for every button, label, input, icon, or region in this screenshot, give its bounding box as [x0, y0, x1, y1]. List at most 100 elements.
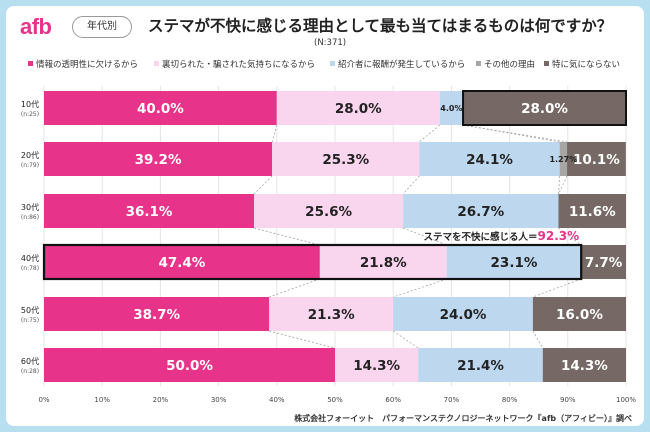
connector-line — [402, 175, 420, 195]
data-label: 1.27% — [549, 155, 577, 164]
bar-segment — [463, 91, 626, 125]
data-label: 39.2% — [135, 152, 182, 168]
data-label: 24.1% — [466, 152, 513, 168]
annotation-text: ステマを不快に感じる人＝ — [424, 231, 538, 243]
bar-segment — [559, 142, 568, 176]
category-sample: (n:28) — [21, 368, 39, 375]
annotation-label: ステマを不快に感じる人＝92.3% — [424, 229, 580, 243]
bar-segment — [44, 194, 255, 228]
legend-label: 情報の透明性に欠けるから — [36, 60, 139, 70]
bar-segment — [44, 297, 270, 331]
data-label: 47.4% — [159, 255, 206, 271]
data-label: 14.3% — [561, 358, 608, 374]
legend-swatch — [544, 61, 549, 66]
legend-item: その他の理由 — [476, 58, 535, 70]
connector-line — [393, 330, 419, 349]
legend-swatch — [28, 61, 33, 66]
category-label: 10代 — [21, 99, 39, 109]
bar-segment — [319, 245, 447, 279]
bar-segment — [542, 348, 626, 382]
legend-label: その他の理由 — [484, 60, 536, 70]
connector-line — [419, 124, 440, 143]
data-label: 38.7% — [133, 307, 180, 323]
data-label: 25.6% — [305, 204, 352, 220]
legend-item: 特に気にならない — [544, 58, 620, 70]
legend-item: 情報の透明性に欠けるから — [28, 58, 138, 70]
category-sample: (n:86) — [21, 214, 39, 221]
chart-title: ステマが不快に感じる理由として最も当てはまるものは何ですか？ — [148, 17, 613, 35]
bar-segment — [558, 194, 626, 228]
connector-line — [269, 330, 336, 349]
bar-segment — [419, 142, 560, 176]
x-tick-label: 10% — [94, 396, 110, 404]
legend-swatch — [330, 61, 335, 66]
bar-segment — [269, 297, 394, 331]
bar-segment — [393, 297, 533, 331]
data-label: 21.4% — [457, 358, 504, 374]
category-sample: (n:78) — [21, 265, 39, 272]
bar-segment — [335, 348, 419, 382]
legend-label: 特に気にならない — [552, 60, 621, 70]
connector-line — [558, 175, 561, 195]
x-tick-label: 0% — [38, 396, 49, 404]
category-label: 50代 — [21, 305, 39, 315]
x-tick-label: 40% — [269, 396, 285, 404]
highlight-box — [462, 90, 628, 126]
connector-line — [532, 330, 544, 349]
connector-line — [532, 278, 582, 298]
category-label: 40代 — [21, 253, 39, 263]
afb-logo: afb — [20, 14, 52, 39]
bar-segment — [44, 142, 273, 176]
sample-size: (N:371) — [314, 38, 347, 48]
data-label: 21.3% — [308, 307, 355, 323]
legend-item: 裏切られた・騙された気持ちになるから — [154, 58, 315, 70]
data-label: 21.8% — [360, 255, 407, 271]
category-sample: (n:25) — [21, 111, 39, 118]
x-tick-label: 100% — [616, 396, 636, 404]
data-label: 24.0% — [440, 307, 487, 323]
connector-line — [253, 175, 273, 195]
bar-segment — [44, 348, 335, 382]
bar-segment — [254, 194, 404, 228]
bar-segment — [44, 245, 320, 279]
bar-segment — [272, 142, 420, 176]
legend-item: 紹介者に報酬が発生しているから — [330, 58, 465, 70]
data-label: 50.0% — [166, 358, 213, 374]
x-tick-label: 30% — [211, 396, 227, 404]
x-tick-label: 50% — [327, 396, 343, 404]
bar-segment — [276, 91, 440, 125]
category-sample: (n:79) — [21, 162, 39, 169]
connector-line — [462, 124, 560, 143]
bar-segment — [439, 91, 464, 125]
legend-swatch — [476, 61, 481, 66]
bar-segment — [446, 245, 582, 279]
bar-segment — [581, 245, 626, 279]
segment-tag: 年代別 — [72, 16, 132, 38]
bar-segment — [403, 194, 559, 228]
data-label: 36.1% — [126, 204, 173, 220]
connector-line — [393, 278, 447, 298]
connector-line — [269, 278, 320, 298]
highlight-box — [42, 243, 583, 281]
connector-line — [254, 227, 320, 246]
bar-segment — [567, 142, 626, 176]
data-label: 14.3% — [353, 358, 400, 374]
connector-line — [558, 175, 568, 195]
data-label: 7.7% — [585, 255, 623, 271]
annotation-value: 92.3% — [538, 229, 580, 243]
connector-line — [558, 227, 582, 246]
data-label: 23.1% — [491, 255, 538, 271]
data-label: 40.0% — [137, 101, 184, 117]
data-label: 25.3% — [322, 152, 369, 168]
category-sample: (n:75) — [21, 317, 39, 324]
legend-swatch — [154, 61, 159, 66]
bar-segment — [532, 297, 626, 331]
x-tick-label: 70% — [444, 396, 460, 404]
x-tick-label: 60% — [385, 396, 401, 404]
data-label: 4.0% — [440, 104, 462, 113]
category-label: 20代 — [21, 150, 39, 160]
x-tick-label: 80% — [502, 396, 518, 404]
data-label: 11.6% — [569, 204, 616, 220]
data-label: 26.7% — [457, 204, 504, 220]
